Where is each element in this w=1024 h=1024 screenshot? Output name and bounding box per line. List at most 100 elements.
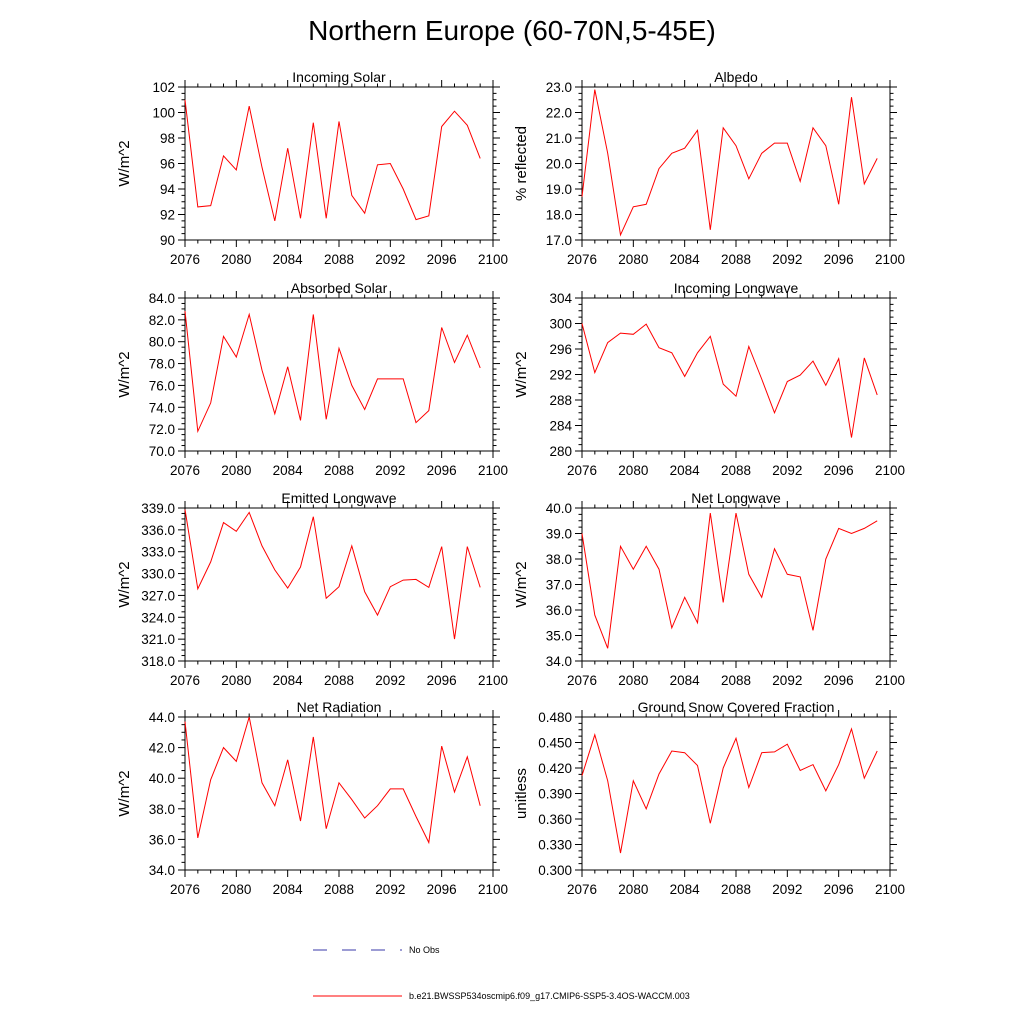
- y-tick-label: 17.0: [546, 233, 572, 248]
- panel-title: Net Longwave: [691, 490, 781, 506]
- y-tick-label: 42.0: [149, 741, 175, 756]
- panel-title: Net Radiation: [297, 699, 382, 715]
- y-tick-label: 304: [549, 291, 572, 306]
- series-line: [581, 89, 878, 237]
- y-tick-label: 20.0: [546, 157, 572, 172]
- x-tick-label: 2080: [618, 463, 648, 478]
- x-tick-label: 2092: [772, 252, 802, 267]
- plot-frame: [184, 716, 494, 871]
- y-tick-label: 330.0: [141, 567, 175, 582]
- y-tick-label: 0.480: [538, 710, 572, 725]
- y-tick-label: 0.450: [538, 736, 572, 751]
- y-tick-label: 90: [160, 233, 175, 248]
- x-tick-label: 2080: [221, 463, 251, 478]
- y-tick-label: 0.390: [538, 787, 572, 802]
- series-line: [184, 99, 481, 222]
- panel-net-radiation: Net Radiation W/m^2 2076 2080 2084 2088 2092 20…: [116, 699, 508, 897]
- y-tick-label: 80.0: [149, 335, 175, 350]
- x-tick-label: 2096: [427, 673, 457, 688]
- y-tick-label: 327.0: [141, 588, 175, 603]
- panel-absorbed-solar: Absorbed Solar W/m^2 2076 2080 2084 2088 2092 2…: [116, 280, 508, 478]
- y-axis-label: W/m^2: [116, 770, 133, 816]
- y-tick-label: 36.0: [149, 832, 175, 847]
- panel-albedo: Albedo % reflected 2076 2080 2084 2088 2092 209…: [513, 69, 905, 267]
- panel-net-longwave: Net Longwave W/m^2 2076 2080 2084 2088 2092 209…: [513, 490, 905, 688]
- x-tick-label: 2088: [721, 463, 751, 478]
- y-tick-label: 336.0: [141, 523, 175, 538]
- y-tick-label: 0.420: [538, 761, 572, 776]
- y-tick-label: 37.0: [546, 578, 572, 593]
- x-tick-label: 2092: [772, 882, 802, 897]
- x-tick-label: 2076: [567, 463, 597, 478]
- y-tick-label: 288: [549, 393, 572, 408]
- x-tick-label: 2076: [567, 252, 597, 267]
- y-tick-label: 38.0: [149, 802, 175, 817]
- x-tick-label: 2096: [824, 882, 854, 897]
- y-tick-label: 0.360: [538, 812, 572, 827]
- plot-frame: [184, 297, 494, 452]
- y-tick-label: 333.0: [141, 545, 175, 560]
- x-tick-label: 2076: [567, 673, 597, 688]
- y-tick-label: 40.0: [149, 771, 175, 786]
- y-tick-label: 70.0: [149, 444, 175, 459]
- y-tick-label: 324.0: [141, 610, 175, 625]
- x-tick-label: 2080: [618, 882, 648, 897]
- x-tick-label: 2092: [772, 463, 802, 478]
- y-tick-label: 44.0: [149, 710, 175, 725]
- series-line: [581, 727, 878, 854]
- y-tick-label: 78.0: [149, 357, 175, 372]
- series-line: [184, 311, 481, 434]
- x-tick-label: 2084: [670, 673, 701, 688]
- panel-title: Absorbed Solar: [291, 280, 388, 296]
- x-tick-label: 2088: [324, 673, 354, 688]
- y-tick-label: 34.0: [149, 863, 175, 878]
- x-tick-label: 2100: [478, 673, 508, 688]
- x-tick-label: 2096: [824, 252, 854, 267]
- panel-incoming-solar: Incoming Solar W/m^2 2076 2080 2084 2088 2092 2…: [116, 69, 508, 267]
- y-tick-label: 94: [160, 182, 176, 197]
- panel-emitted-longwave: Emitted Longwave W/m^2 2076 2080 2084 2088 209…: [116, 490, 508, 688]
- y-tick-label: 36.0: [546, 603, 572, 618]
- x-tick-label: 2088: [324, 882, 354, 897]
- series-line: [184, 716, 481, 845]
- x-tick-label: 2076: [170, 882, 200, 897]
- x-tick-label: 2076: [170, 252, 200, 267]
- x-tick-label: 2092: [375, 673, 405, 688]
- x-tick-label: 2092: [375, 252, 405, 267]
- y-tick-label: 38.0: [546, 552, 572, 567]
- x-tick-label: 2076: [567, 882, 597, 897]
- y-tick-label: 318.0: [141, 654, 175, 669]
- x-tick-label: 2096: [427, 882, 457, 897]
- y-tick-label: 102: [152, 80, 175, 95]
- y-axis-label: W/m^2: [116, 140, 133, 186]
- x-tick-label: 2096: [427, 252, 457, 267]
- y-tick-label: 280: [549, 444, 572, 459]
- y-tick-label: 76.0: [149, 378, 175, 393]
- y-axis-label: W/m^2: [116, 351, 133, 397]
- x-tick-label: 2092: [375, 882, 405, 897]
- y-tick-label: 18.0: [546, 208, 572, 223]
- y-tick-label: 0.330: [538, 838, 572, 853]
- y-tick-label: 0.300: [538, 863, 572, 878]
- panel-title: Incoming Solar: [292, 69, 386, 85]
- x-tick-label: 2088: [721, 673, 751, 688]
- y-tick-label: 296: [549, 342, 572, 357]
- series-line: [184, 509, 481, 640]
- plot-frame: [581, 297, 891, 452]
- panel-title: Ground Snow Covered Fraction: [638, 699, 835, 715]
- x-tick-label: 2100: [478, 252, 508, 267]
- x-tick-label: 2088: [721, 882, 751, 897]
- panel-incoming-longwave: Incoming Longwave W/m^2 2076 2080 2084 2088 20…: [513, 280, 905, 478]
- y-tick-label: 39.0: [546, 527, 572, 542]
- y-tick-label: 74.0: [149, 400, 175, 415]
- x-tick-label: 2080: [618, 673, 648, 688]
- x-tick-label: 2096: [824, 673, 854, 688]
- y-tick-label: 284: [549, 419, 572, 434]
- series-line: [581, 323, 878, 438]
- x-tick-label: 2092: [772, 673, 802, 688]
- legend-label-no-obs: No Obs: [409, 945, 440, 955]
- series-line: [581, 512, 878, 649]
- x-tick-label: 2100: [875, 252, 905, 267]
- y-axis-label: W/m^2: [513, 561, 530, 607]
